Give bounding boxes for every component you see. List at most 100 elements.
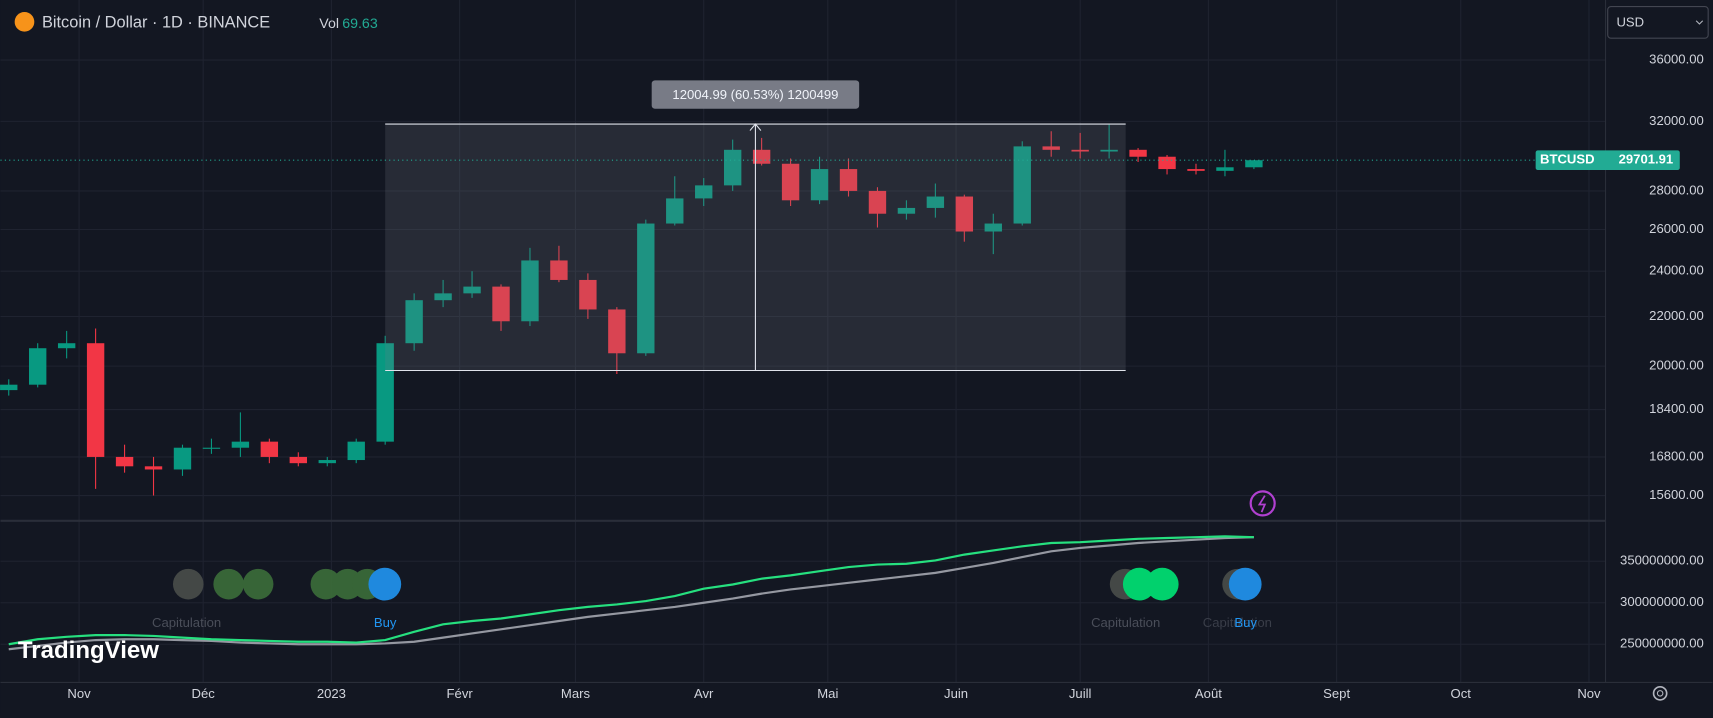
settings-icon[interactable] — [1652, 685, 1668, 701]
candle-body — [752, 149, 771, 164]
alert-icon[interactable] — [1249, 490, 1276, 517]
symbol-title: Bitcoin / Dollar · 1D · BINANCE — [42, 13, 270, 31]
candle-body — [1100, 149, 1118, 152]
candle-body — [29, 348, 47, 385]
candle-body — [810, 169, 829, 201]
x-tick-label: Sept — [1323, 686, 1350, 701]
candle-body — [86, 343, 105, 457]
candle-body — [1245, 160, 1263, 168]
candle-body — [260, 441, 279, 457]
signal-label: Capitulation — [152, 615, 221, 630]
candle-body — [144, 466, 163, 470]
bubble — [172, 568, 204, 600]
indicator-line — [8, 536, 1254, 651]
x-tick-label: 2023 — [317, 686, 346, 701]
x-tick-label: Août — [1195, 686, 1222, 701]
candle-body — [897, 207, 916, 214]
y-tick-label: 20000.00 — [1649, 358, 1704, 373]
y-tick-label: 36000.00 — [1649, 52, 1704, 67]
candle-body — [868, 190, 887, 214]
signal-bubbles — [172, 567, 1262, 601]
candle-body — [666, 198, 684, 224]
candle-body — [955, 196, 974, 232]
candle-body — [695, 185, 713, 199]
volume-value: 69.63 — [342, 16, 378, 32]
chevron-icon[interactable] — [1695, 20, 1704, 25]
y-tick-label: 24000.00 — [1649, 263, 1704, 278]
x-tick-label: Févr — [447, 686, 474, 701]
candle-body — [984, 223, 1002, 232]
candle-body — [115, 456, 134, 467]
plot: 36000.00 32000.00 28000.00 26000.00 24000.00… — [0, 52, 1704, 701]
x-tick-label: Oct — [1451, 686, 1472, 701]
bubble — [242, 568, 274, 600]
candle-body — [550, 260, 568, 280]
x-tick-label: Mai — [817, 686, 838, 701]
candle-body — [434, 293, 452, 301]
candle-body — [1071, 149, 1089, 152]
y-tick-label: 350000000.00 — [1620, 553, 1704, 568]
candle-body — [579, 279, 597, 310]
candle-body — [492, 286, 510, 322]
candle-body — [839, 169, 858, 191]
x-tick-label: Déc — [192, 686, 216, 701]
x-tick-label: Mars — [561, 686, 591, 701]
bubble — [1145, 567, 1179, 601]
gear[interactable] — [1652, 685, 1668, 701]
y-tick-label: 32000.00 — [1649, 113, 1704, 128]
bubble — [1228, 567, 1262, 601]
candle-body — [521, 260, 539, 322]
bubble — [368, 567, 402, 601]
candle-body — [1216, 167, 1234, 171]
y-tick-label: 300000000.00 — [1620, 594, 1704, 609]
signal-label: Capitulation — [1203, 615, 1272, 630]
candle-body — [463, 286, 481, 294]
measure-label-bg — [651, 80, 860, 109]
candle-body — [723, 149, 742, 186]
y-tick-label: 250000000.00 — [1620, 636, 1704, 651]
candle-body — [637, 223, 655, 354]
candle-body — [202, 447, 221, 449]
last-price-symbol: BTCUSD — [1540, 152, 1595, 167]
last-price-tag — [1535, 150, 1680, 171]
candle-body — [1129, 149, 1147, 157]
signal-label: Buy — [1234, 615, 1257, 630]
bubble — [1122, 567, 1156, 601]
candle-body — [781, 163, 800, 201]
x-tick-label: Avr — [694, 686, 714, 701]
candle-body — [1158, 156, 1176, 170]
candle-body — [57, 343, 76, 349]
y-tick-label: 26000.00 — [1649, 221, 1704, 236]
candle-body — [318, 460, 336, 464]
x-tick-label: Juill — [1069, 686, 1092, 701]
candle-body — [608, 309, 626, 354]
candle-body — [347, 441, 365, 461]
candle-body — [231, 441, 250, 448]
candle-body — [0, 384, 18, 391]
y-tick-label: 18400.00 — [1649, 401, 1704, 416]
y-tick-label: 15600.00 — [1649, 487, 1704, 502]
candle-body — [1187, 169, 1205, 171]
bubble — [213, 568, 244, 600]
alert-bolt — [1257, 495, 1267, 513]
last-price-value: 29701.91 — [1619, 152, 1674, 167]
y-tick-label: 28000.00 — [1649, 182, 1704, 197]
candle-body — [1013, 146, 1031, 224]
candle-body — [289, 456, 307, 464]
gear-hub[interactable] — [1656, 690, 1664, 697]
bubble — [310, 568, 342, 600]
y-tick-label: 16800.00 — [1649, 448, 1704, 463]
y-tick-label: 22000.00 — [1649, 308, 1704, 323]
currency-text[interactable]: USD — [1616, 14, 1644, 29]
signal-label: Capitulation — [1091, 615, 1160, 630]
candle-body — [926, 196, 945, 208]
x-tick-label: Juin — [944, 686, 968, 701]
candle-body — [376, 343, 394, 442]
volume-label: Vol — [319, 16, 339, 32]
candle-body — [405, 300, 423, 344]
x-tick-label: Nov — [1577, 686, 1601, 701]
currency-select[interactable] — [1607, 6, 1709, 39]
logo: TradingView — [18, 637, 159, 664]
